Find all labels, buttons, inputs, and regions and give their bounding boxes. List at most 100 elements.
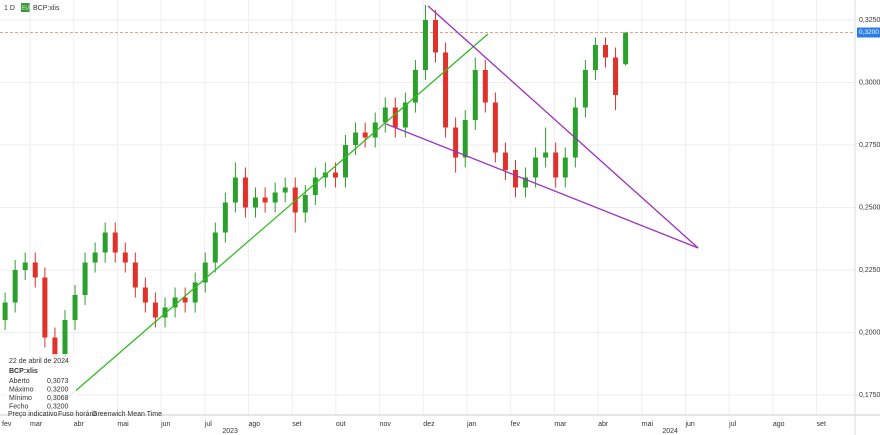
x-tick-label: mai <box>642 421 654 428</box>
candle-body <box>102 232 108 253</box>
info-box <box>6 354 76 410</box>
footer-text: Fuso horário <box>58 411 97 418</box>
candle-body <box>312 177 318 195</box>
x-tick-label: jun <box>160 421 170 428</box>
candle-body <box>22 262 28 270</box>
x-tick-label: abr <box>74 421 85 428</box>
x-tick-label: abr <box>598 421 609 428</box>
candle-body <box>72 295 78 320</box>
x-tick-label: set <box>292 421 301 428</box>
candle-body <box>582 70 588 108</box>
candle-body <box>402 102 408 128</box>
y-tick-label: 0,3000 <box>859 79 880 86</box>
candle-body <box>372 122 378 138</box>
x-tick-label: out <box>336 421 346 428</box>
candle-body <box>553 152 559 178</box>
footer-text: Greenwich Mean Time <box>92 411 162 418</box>
candle-body <box>52 337 58 358</box>
candle-body <box>202 262 208 283</box>
candle-body <box>592 45 598 70</box>
info-label: Fecho <box>9 403 29 410</box>
x-tick-label: ago <box>773 421 785 428</box>
candle-body <box>602 45 608 58</box>
x-tick-label: jan <box>466 421 476 428</box>
candle-body <box>112 232 118 253</box>
candle-body <box>32 262 38 278</box>
last-price-tag <box>857 27 880 38</box>
candle-body <box>232 177 238 203</box>
info-date: 22 de abril de 2024 <box>9 358 69 365</box>
info-label: Máximo <box>9 386 34 393</box>
candle-body <box>392 107 398 128</box>
candle-body <box>132 262 138 288</box>
info-value: 0,3200 <box>47 403 69 410</box>
candle-body <box>443 52 449 128</box>
info-value: 0,3073 <box>47 378 69 385</box>
x-tick-label: jul <box>204 421 212 428</box>
info-symbol: BCP:xlis <box>9 368 38 375</box>
x-tick-label: mar <box>30 421 43 428</box>
info-value: 0,3200 <box>47 386 69 393</box>
x-tick-label: fev <box>2 421 12 428</box>
candle-body <box>533 157 539 178</box>
candle-body <box>472 70 478 120</box>
candle-body <box>332 172 338 178</box>
candle-body <box>422 20 428 70</box>
candle-body <box>162 307 168 318</box>
x-tick-label: mar <box>554 421 567 428</box>
symbol-badge: EU <box>22 5 29 11</box>
candle-body <box>353 132 359 145</box>
candle-body <box>343 145 349 178</box>
candle-body <box>172 297 178 308</box>
candle-body <box>222 202 228 233</box>
candle-body <box>613 57 619 95</box>
plot-area <box>0 0 855 415</box>
x-tick-label: ago <box>248 421 260 428</box>
candle-body <box>142 287 148 303</box>
candle-body <box>152 302 158 318</box>
candle-body <box>543 152 549 158</box>
candle-body <box>623 32 629 65</box>
candle-body <box>272 192 278 203</box>
candle-body <box>302 195 308 213</box>
candle-body <box>262 197 268 203</box>
footer-text: Preço indicativo <box>8 411 58 418</box>
year-label: 2023 <box>222 428 238 435</box>
candle-body <box>482 70 488 103</box>
candle-body <box>502 152 508 170</box>
x-tick-label: dez <box>423 421 435 428</box>
y-tick-label: 0,3250 <box>859 17 880 24</box>
candle-body <box>562 157 568 178</box>
year-label: 2024 <box>662 428 678 435</box>
candle-body <box>92 252 98 263</box>
candle-body <box>412 70 418 103</box>
candle-body <box>433 20 439 53</box>
candle-body <box>122 252 128 263</box>
candle-body <box>462 120 468 158</box>
x-tick-label: fev <box>511 421 521 428</box>
info-label: Aberto <box>9 378 30 385</box>
candle-body <box>362 132 368 138</box>
candle-body <box>212 232 218 263</box>
info-label: Mínimo <box>9 395 32 402</box>
candle-body <box>12 270 18 303</box>
y-tick-label: 0,2500 <box>859 204 880 211</box>
trendline <box>385 123 699 249</box>
y-tick-label: 0,1750 <box>859 392 880 399</box>
candle-body <box>572 107 578 158</box>
x-tick-label: mai <box>117 421 129 428</box>
info-value: 0,3068 <box>47 395 69 402</box>
candle-body <box>192 282 198 303</box>
trendline <box>64 33 489 401</box>
candle-body <box>282 187 288 193</box>
candle-body <box>382 107 388 123</box>
trendline <box>427 5 699 249</box>
candle-body <box>182 297 188 303</box>
candle-body <box>62 320 68 358</box>
x-tick-label: jul <box>728 421 736 428</box>
candle-body <box>2 302 8 320</box>
last-price-label: 0,3200 <box>859 29 879 36</box>
y-tick-label: 0,2000 <box>859 329 880 336</box>
y-tick-label: 0,2250 <box>859 267 880 274</box>
y-tick-label: 0,2750 <box>859 142 880 149</box>
